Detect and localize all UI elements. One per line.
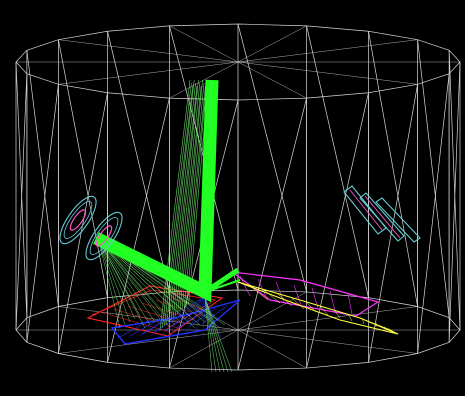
cylinder-diagonal bbox=[306, 92, 369, 369]
cylinder-diagonal bbox=[15, 73, 28, 331]
mirror-yellow-grid bbox=[347, 313, 353, 322]
thin-ray bbox=[97, 237, 151, 326]
mirror-blue-grid bbox=[117, 319, 151, 339]
cylinder-diagonal bbox=[448, 61, 461, 343]
cap-fan-line bbox=[169, 329, 239, 369]
mirror-blue bbox=[110, 299, 241, 345]
thin-down-ray bbox=[204, 297, 217, 373]
thin-vertical-ray bbox=[183, 85, 206, 309]
mirror-yellow-grid bbox=[263, 289, 281, 304]
mirror-yellow-grid bbox=[291, 297, 305, 310]
cylinder-diagonal bbox=[417, 73, 450, 354]
cylinder-diagonal bbox=[306, 25, 369, 298]
mirror-blue-grid bbox=[201, 305, 228, 325]
mirror-blue-grid bbox=[189, 307, 217, 327]
cylinder-diagonal bbox=[58, 92, 108, 354]
blue-ray bbox=[204, 295, 222, 338]
thin-ray bbox=[97, 237, 146, 329]
light-beams bbox=[93, 79, 241, 373]
cap-fan-line bbox=[237, 329, 418, 354]
thin-down-ray bbox=[204, 297, 229, 373]
main-beam-branch-thin bbox=[204, 279, 241, 293]
thin-vertical-ray bbox=[179, 79, 203, 313]
cap-fan-line bbox=[58, 306, 239, 331]
mirror-yellow-grid bbox=[277, 293, 293, 307]
lens-ring bbox=[95, 225, 113, 247]
blue-ray bbox=[148, 295, 206, 338]
mirror-yellow-grid bbox=[319, 305, 329, 316]
cap-fan-line bbox=[58, 39, 239, 63]
detector-plate bbox=[375, 197, 421, 243]
blue-ray bbox=[139, 295, 206, 337]
scene-background bbox=[0, 0, 465, 396]
mirror-magenta-grid bbox=[347, 293, 353, 315]
cap-fan-line bbox=[169, 25, 239, 63]
thin-down-ray bbox=[204, 297, 225, 373]
thin-vertical-ray bbox=[186, 79, 208, 307]
mirror-magenta-grid bbox=[329, 290, 336, 312]
mirror-magenta-grid bbox=[293, 284, 302, 306]
cap-fan-line bbox=[237, 329, 307, 369]
blue-ray bbox=[204, 295, 213, 337]
cylinder-diagonal bbox=[15, 61, 28, 318]
mirror-yellow-fan bbox=[387, 328, 399, 335]
mirror-red-grid bbox=[99, 311, 171, 333]
thin-down-ray bbox=[204, 297, 233, 373]
detector-plate bbox=[359, 192, 405, 242]
blue-ray bbox=[157, 295, 206, 339]
thin-down-ray bbox=[204, 297, 213, 373]
lens-ring bbox=[59, 195, 97, 245]
thin-vertical-ray bbox=[159, 79, 191, 331]
cylinder-diagonal bbox=[26, 50, 59, 307]
cylinder-diagonal bbox=[417, 39, 450, 318]
mirror-yellow-grid bbox=[249, 285, 269, 301]
mirror-yellow-grid bbox=[305, 301, 317, 313]
cap-fan-line bbox=[58, 329, 239, 354]
thin-vertical-ray bbox=[181, 82, 205, 311]
mirror-yellow-grid bbox=[333, 309, 341, 319]
cylinder-diagonal bbox=[26, 84, 59, 343]
cap-fan-line bbox=[237, 61, 307, 99]
blue-ray bbox=[202, 295, 206, 340]
cap-fan-line bbox=[58, 61, 239, 85]
blue-ray bbox=[193, 295, 206, 339]
lens-ring-icon bbox=[59, 195, 123, 261]
plate-inner-line bbox=[349, 189, 383, 231]
lens-ring bbox=[69, 209, 87, 231]
lens-ring bbox=[63, 201, 93, 239]
thin-ray bbox=[97, 237, 156, 323]
cap-fan-line bbox=[169, 61, 239, 99]
cap-fan-line bbox=[237, 39, 418, 63]
cylinder-diagonal bbox=[237, 98, 307, 371]
mirror-magenta bbox=[229, 271, 380, 317]
cylinder-diagonal bbox=[237, 23, 307, 293]
mirror-magenta-grid bbox=[239, 275, 251, 297]
mirror-blue-grid bbox=[129, 317, 162, 337]
cylinder-diagonal bbox=[448, 50, 461, 331]
blue-ray bbox=[184, 295, 206, 338]
cap-fan-line bbox=[237, 25, 307, 63]
thin-vertical-ray bbox=[166, 79, 195, 325]
thin-ray bbox=[97, 237, 171, 329]
cylinder-diagonal bbox=[107, 31, 170, 293]
plate-inner-line bbox=[364, 195, 401, 239]
cap-fan-line bbox=[237, 61, 418, 85]
thin-vertical-ray bbox=[161, 82, 192, 329]
cylinder-diagonal bbox=[58, 39, 108, 298]
lens-ring bbox=[89, 217, 119, 255]
cylinder-diagonal bbox=[368, 31, 418, 307]
main-beam-branch bbox=[203, 267, 240, 295]
thin-ray bbox=[97, 237, 121, 329]
plate-detector-icon bbox=[343, 185, 421, 243]
blue-ray bbox=[175, 295, 206, 337]
thin-vertical-ray bbox=[164, 85, 194, 327]
lens-ring bbox=[85, 211, 123, 261]
cap-fan-line bbox=[237, 306, 418, 331]
thin-ray bbox=[97, 237, 161, 320]
blue-ray bbox=[166, 295, 206, 340]
